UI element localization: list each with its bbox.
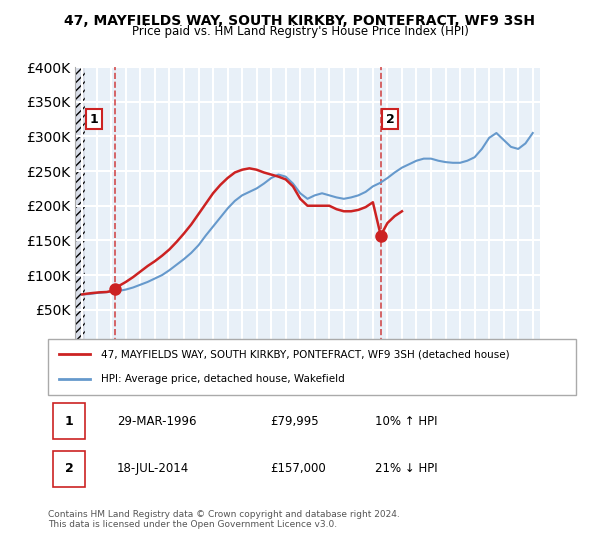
Text: Price paid vs. HM Land Registry's House Price Index (HPI): Price paid vs. HM Land Registry's House … bbox=[131, 25, 469, 38]
Text: 47, MAYFIELDS WAY, SOUTH KIRKBY, PONTEFRACT, WF9 3SH (detached house): 47, MAYFIELDS WAY, SOUTH KIRKBY, PONTEFR… bbox=[101, 349, 509, 360]
FancyBboxPatch shape bbox=[53, 451, 85, 487]
FancyBboxPatch shape bbox=[53, 403, 85, 440]
Text: £79,995: £79,995 bbox=[270, 415, 319, 428]
Bar bbox=[85, 67, 540, 344]
Text: 18-JUL-2014: 18-JUL-2014 bbox=[116, 463, 189, 475]
Text: 1: 1 bbox=[65, 415, 73, 428]
Text: 1: 1 bbox=[89, 113, 98, 125]
Text: 2: 2 bbox=[65, 463, 73, 475]
Text: 29-MAR-1996: 29-MAR-1996 bbox=[116, 415, 196, 428]
Text: 47, MAYFIELDS WAY, SOUTH KIRKBY, PONTEFRACT, WF9 3SH: 47, MAYFIELDS WAY, SOUTH KIRKBY, PONTEFR… bbox=[65, 14, 536, 28]
Text: 2: 2 bbox=[386, 113, 395, 125]
Text: £157,000: £157,000 bbox=[270, 463, 326, 475]
Text: HPI: Average price, detached house, Wakefield: HPI: Average price, detached house, Wake… bbox=[101, 374, 344, 384]
Text: 10% ↑ HPI: 10% ↑ HPI bbox=[376, 415, 438, 428]
Text: 21% ↓ HPI: 21% ↓ HPI bbox=[376, 463, 438, 475]
Bar bbox=[75, 67, 85, 344]
FancyBboxPatch shape bbox=[48, 339, 576, 395]
Bar bbox=[75, 67, 85, 344]
Text: Contains HM Land Registry data © Crown copyright and database right 2024.
This d: Contains HM Land Registry data © Crown c… bbox=[48, 510, 400, 529]
